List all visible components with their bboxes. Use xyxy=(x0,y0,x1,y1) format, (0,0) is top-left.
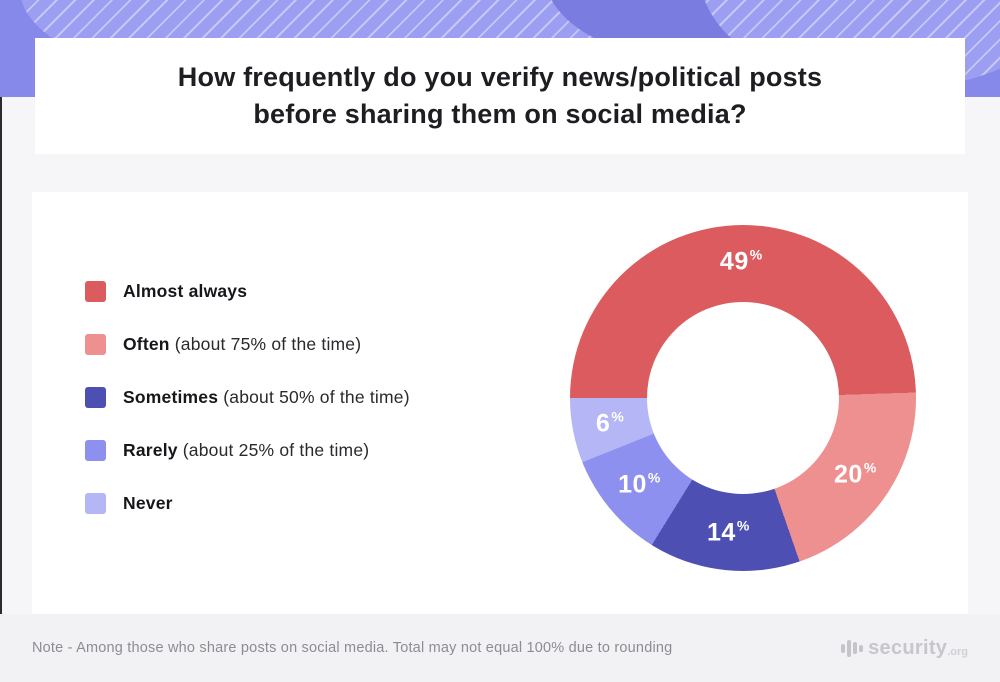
left-edge-line xyxy=(0,97,2,682)
page-title: How frequently do you verify news/politi… xyxy=(178,59,822,133)
legend-item-almost-always: Almost always xyxy=(85,280,410,303)
page-title-line-1: How frequently do you verify news/politi… xyxy=(177,62,823,92)
brand-name: security xyxy=(868,636,948,659)
legend-swatch-icon xyxy=(85,334,106,355)
legend-item-never: Never xyxy=(85,492,410,515)
chart-card: Almost always Often (about 75% of the tim… xyxy=(32,192,968,614)
legend-swatch-icon xyxy=(85,281,106,302)
slice-value-label: 14% xyxy=(707,517,750,547)
legend-item-sometimes: Sometimes (about 50% of the time) xyxy=(85,386,410,409)
legend-item-rarely: Rarely (about 25% of the time) xyxy=(85,439,410,462)
legend-label: Never xyxy=(123,493,173,513)
legend-label: Sometimes (about 50% of the time) xyxy=(123,387,410,407)
brand-tld: .org xyxy=(947,645,968,658)
legend-swatch-icon xyxy=(85,387,106,408)
page-title-line-2: before sharing them on social media? xyxy=(253,99,747,129)
donut-chart: 49% 20% 14% 10% 6% xyxy=(570,225,916,571)
equalizer-bars-icon xyxy=(841,639,864,657)
legend: Almost always Often (about 75% of the tim… xyxy=(85,280,410,545)
legend-label: Rarely (about 25% of the time) xyxy=(123,440,370,460)
footnote: Note - Among those who share posts on so… xyxy=(32,640,673,656)
legend-label: Often (about 75% of the time) xyxy=(123,334,362,354)
brand-logo: security .org xyxy=(841,637,968,660)
footer: Note - Among those who share posts on so… xyxy=(0,614,1000,682)
slice-value-label: 20% xyxy=(834,459,877,489)
slice-value-label: 6% xyxy=(595,408,625,438)
title-card: How frequently do you verify news/politi… xyxy=(35,38,965,154)
slice-value-label: 49% xyxy=(719,246,763,276)
legend-swatch-icon xyxy=(85,493,106,514)
legend-swatch-icon xyxy=(85,440,106,461)
legend-item-often: Often (about 75% of the time) xyxy=(85,333,410,356)
donut-hole xyxy=(647,302,839,494)
legend-label: Almost always xyxy=(123,281,248,301)
slice-value-label: 10% xyxy=(618,469,661,499)
